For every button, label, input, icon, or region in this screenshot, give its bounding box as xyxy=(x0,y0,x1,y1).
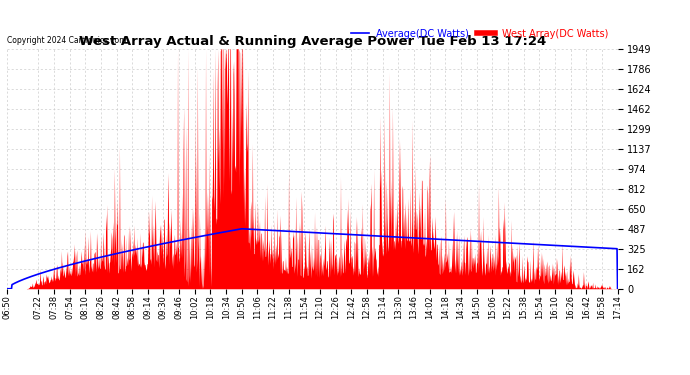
Text: Copyright 2024 Cartronics.com: Copyright 2024 Cartronics.com xyxy=(7,36,126,45)
Title: West Array Actual & Running Average Power Tue Feb 13 17:24: West Array Actual & Running Average Powe… xyxy=(79,34,546,48)
Legend: Average(DC Watts), West Array(DC Watts): Average(DC Watts), West Array(DC Watts) xyxy=(347,25,613,43)
